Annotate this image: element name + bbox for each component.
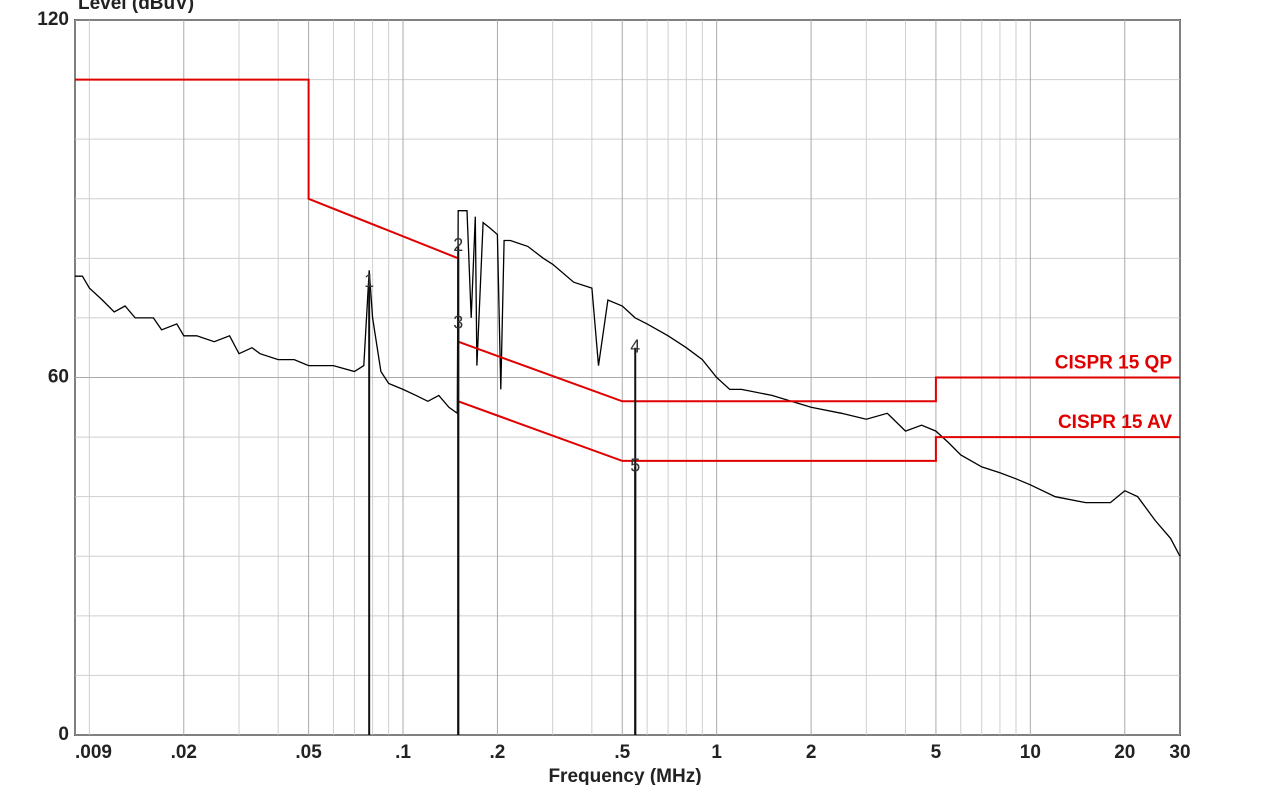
x-tick-label: 30	[1169, 742, 1190, 763]
limit-line	[457, 400, 1180, 462]
marker-label: 1	[364, 271, 374, 291]
x-tick-label: .02	[171, 742, 197, 763]
x-tick-label: .009	[75, 742, 112, 763]
x-tick-label: .1	[395, 742, 411, 763]
x-tick-label: 5	[931, 742, 942, 763]
x-tick-label: 1	[711, 742, 722, 763]
marker-label: 3	[453, 313, 463, 333]
x-tick-label: 10	[1020, 742, 1041, 763]
x-tick-label: 20	[1114, 742, 1135, 763]
series-label: CISPR 15 AV	[1058, 412, 1172, 433]
x-tick-label: 2	[806, 742, 817, 763]
y-tick-label: 120	[37, 9, 69, 30]
x-axis-title: Frequency (MHz)	[548, 766, 701, 785]
marker-label: 2	[453, 235, 463, 255]
marker-label: 4	[630, 336, 640, 356]
y-tick-label: 60	[48, 367, 69, 388]
marker-label: 5	[630, 456, 640, 476]
x-tick-label: .5	[614, 742, 630, 763]
y-axis-title: Level (dBuV)	[78, 0, 194, 14]
x-tick-label: .2	[490, 742, 506, 763]
series-label: CISPR 15 QP	[1055, 353, 1173, 374]
x-tick-label: .05	[295, 742, 322, 763]
y-tick-label: 0	[58, 724, 69, 745]
